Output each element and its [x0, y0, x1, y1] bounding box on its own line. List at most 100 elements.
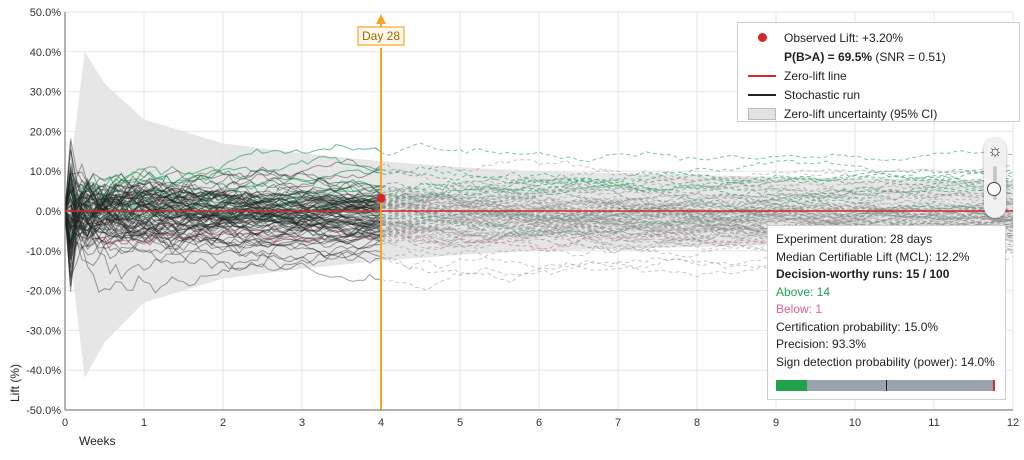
stochastic-run-projection — [375, 193, 1014, 218]
stochastic-run-observed — [64, 181, 382, 215]
stochastic-run-observed — [64, 188, 382, 267]
stochastic-run-observed — [64, 182, 382, 268]
stat-precision: Precision: 93.3% — [776, 337, 867, 351]
stochastic-run-projection — [375, 177, 1014, 207]
stochastic-run-observed — [64, 208, 382, 239]
stochastic-run-observed — [64, 201, 382, 258]
stochastic-run-observed — [64, 176, 382, 236]
theme-toggle-knob[interactable] — [987, 182, 1001, 196]
stochastic-run-projection — [375, 193, 1014, 233]
stochastic-run-observed — [64, 172, 382, 212]
stochastic-run-observed — [64, 200, 382, 261]
stochastic-run-observed — [64, 210, 382, 256]
stochastic-run-projection — [375, 199, 1014, 243]
y-tick-label: -50.0% — [26, 405, 61, 417]
stochastic-run-projection — [375, 216, 1014, 237]
sun-icon[interactable]: ☼ — [987, 141, 1003, 160]
stochastic-run-projection — [375, 199, 1014, 221]
day-marker-label-box — [357, 26, 405, 46]
stochastic-run-observed — [64, 194, 382, 228]
band-swatch-icon — [748, 107, 776, 120]
x-tick-label: 3 — [299, 417, 305, 429]
stochastic-run-observed — [64, 200, 382, 227]
x-tick-label: 6 — [536, 417, 542, 429]
stochastic-run-projection — [375, 186, 1014, 218]
stochastic-run-observed — [64, 205, 382, 269]
stochastic-run-observed — [64, 185, 382, 225]
power-meter-fill — [776, 380, 807, 391]
legend-probability-snr: (SNR = 0.51) — [872, 49, 946, 64]
day-marker[interactable]: Day 28 — [357, 14, 405, 410]
stochastic-run-observed — [64, 210, 382, 258]
stochastic-run-observed — [64, 198, 382, 267]
power-meter-end — [993, 380, 995, 391]
legend-probability: P(B>A) = 69.5% (SNR = 0.51) — [746, 47, 1011, 66]
stochastic-run-observed — [64, 138, 382, 212]
stochastic-run-observed — [64, 181, 381, 221]
y-tick-label: -30.0% — [26, 325, 61, 337]
y-tick-label: 30.0% — [30, 87, 61, 99]
y-tick-label: 10.0% — [30, 166, 61, 178]
stochastic-run-observed — [64, 168, 382, 245]
x-tick-label: 9 — [773, 417, 779, 429]
stochastic-run-observed — [64, 182, 382, 219]
stat-certification: Certification probability: 15.0% — [776, 319, 939, 334]
stochastic-run-projection — [375, 231, 1014, 255]
stochastic-run-observed — [64, 189, 382, 249]
x-tick-label: 10 — [849, 417, 861, 429]
stochastic-run-observed — [64, 180, 382, 238]
stochastic-run-projection — [375, 216, 1014, 255]
stochastic-run-observed — [64, 210, 382, 251]
stochastic-run-observed — [64, 183, 382, 245]
stochastic-run-observed — [64, 174, 382, 218]
stochastic-run-observed — [64, 186, 382, 272]
stochastic-run-projection — [375, 186, 1014, 201]
stochastic-run-projection — [375, 173, 1014, 191]
stochastic-run-projection — [375, 199, 1014, 234]
stochastic-run-observed — [64, 178, 382, 225]
stochastic-run-projection — [375, 180, 1014, 202]
stochastic-run-projection — [375, 201, 1014, 221]
stochastic-run-projection — [375, 193, 1014, 239]
stochastic-run-projection — [375, 159, 1014, 181]
stochastic-run-observed — [64, 194, 382, 233]
axes: 50.0% 40.0% 30.0% 20.0% 10.0% 0.0% -10.0% -20.0… — [8, 7, 1019, 448]
x-tick-label: 7 — [615, 417, 621, 429]
stochastic-run-projection — [375, 172, 1014, 224]
stochastic-run-observed — [64, 210, 382, 292]
stochastic-run-observed — [64, 197, 382, 250]
stochastic-run-observed — [64, 171, 382, 254]
stochastic-run-projection — [375, 209, 1014, 227]
y-tick-label: -20.0% — [26, 286, 61, 298]
stochastic-run-observed — [64, 185, 382, 231]
stochastic-run-projection — [375, 206, 1014, 226]
stochastic-run-projection — [375, 190, 1014, 221]
stochastic-run-projection — [375, 178, 1014, 199]
stochastic-run-observed — [64, 204, 382, 248]
stochastic-run-observed — [64, 190, 382, 233]
stochastic-run-observed — [64, 210, 382, 245]
stochastic-run-observed — [64, 176, 382, 231]
legend-uncertainty[interactable]: Zero-lift uncertainty (95% CI) — [746, 104, 1011, 123]
legend-stochastic-run[interactable]: Stochastic run — [746, 85, 1011, 104]
stochastic-run-observed — [64, 141, 382, 223]
stochastic-run-observed — [64, 149, 382, 232]
stochastic-run-observed — [64, 182, 382, 241]
stochastic-run-observed — [64, 204, 382, 246]
stochastic-run-observed — [64, 193, 382, 255]
stochastic-run-projection — [375, 194, 1014, 209]
stochastic-run-projection — [375, 183, 1014, 230]
stochastic-run-projection — [375, 199, 1014, 233]
stat-decision-runs: Decision-worthy runs: 15 / 100 — [776, 267, 950, 281]
stochastic-run-observed — [64, 190, 382, 228]
stochastic-run-projection — [375, 206, 1014, 231]
stochastic-run-projection — [375, 168, 1014, 192]
stochastic-run-projection — [375, 180, 1014, 212]
stochastic-run-observed — [64, 187, 382, 244]
black-line-icon — [748, 93, 776, 96]
stochastic-run-observed — [64, 182, 382, 243]
stochastic-run-observed — [64, 208, 382, 279]
stochastic-run-projection — [375, 208, 1014, 234]
legend-zero-line[interactable]: Zero-lift line — [746, 66, 1011, 85]
stochastic-run-projection — [375, 209, 1014, 243]
